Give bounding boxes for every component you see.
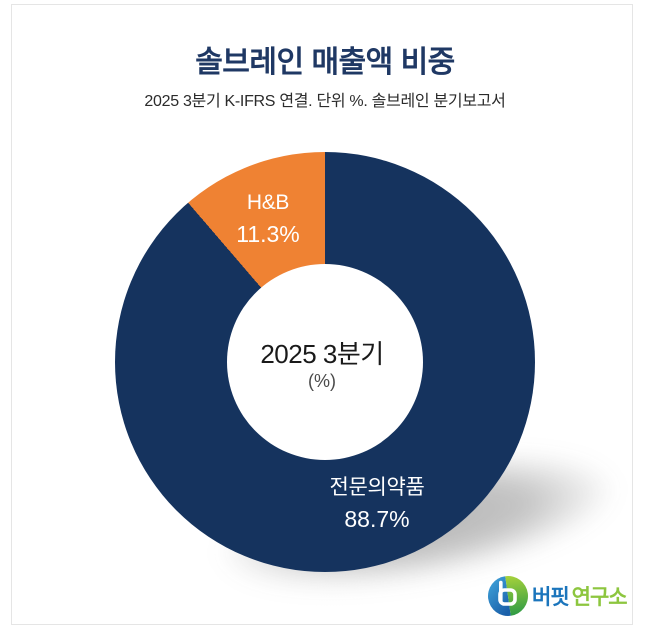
brand-logo: 버핏 연구소 (487, 575, 628, 617)
slice-value-pharma: 88.7% (344, 506, 410, 532)
donut-chart: H&B 11.3% 2025 3분기 (%) 전문의약품 88.7% (115, 152, 628, 615)
brand-logo-text-secondary: 연구소 (571, 586, 628, 609)
center-period-label: 2025 3분기 (260, 339, 384, 369)
page-subtitle: 2025 3분기 K-IFRS 연결. 단위 %. 솔브레인 분기보고서 (144, 93, 506, 110)
donut-center-label: 2025 3분기 (%) (222, 339, 422, 394)
slice-label-pharma: 전문의약품 88.7% (329, 473, 424, 536)
slice-value-hnb: 11.3% (236, 221, 300, 247)
brand-logo-icon (488, 576, 528, 616)
slice-label-hnb: H&B 11.3% (236, 188, 300, 251)
center-unit-label: (%) (308, 371, 336, 391)
donut-hole (227, 264, 423, 460)
slice-name-hnb: H&B (246, 191, 290, 214)
slice-name-pharma: 전문의약품 (329, 476, 425, 499)
page-title: 솔브레인 매출액 비중 (195, 46, 455, 79)
brand-logo-text-primary: 버핏 (532, 586, 570, 609)
